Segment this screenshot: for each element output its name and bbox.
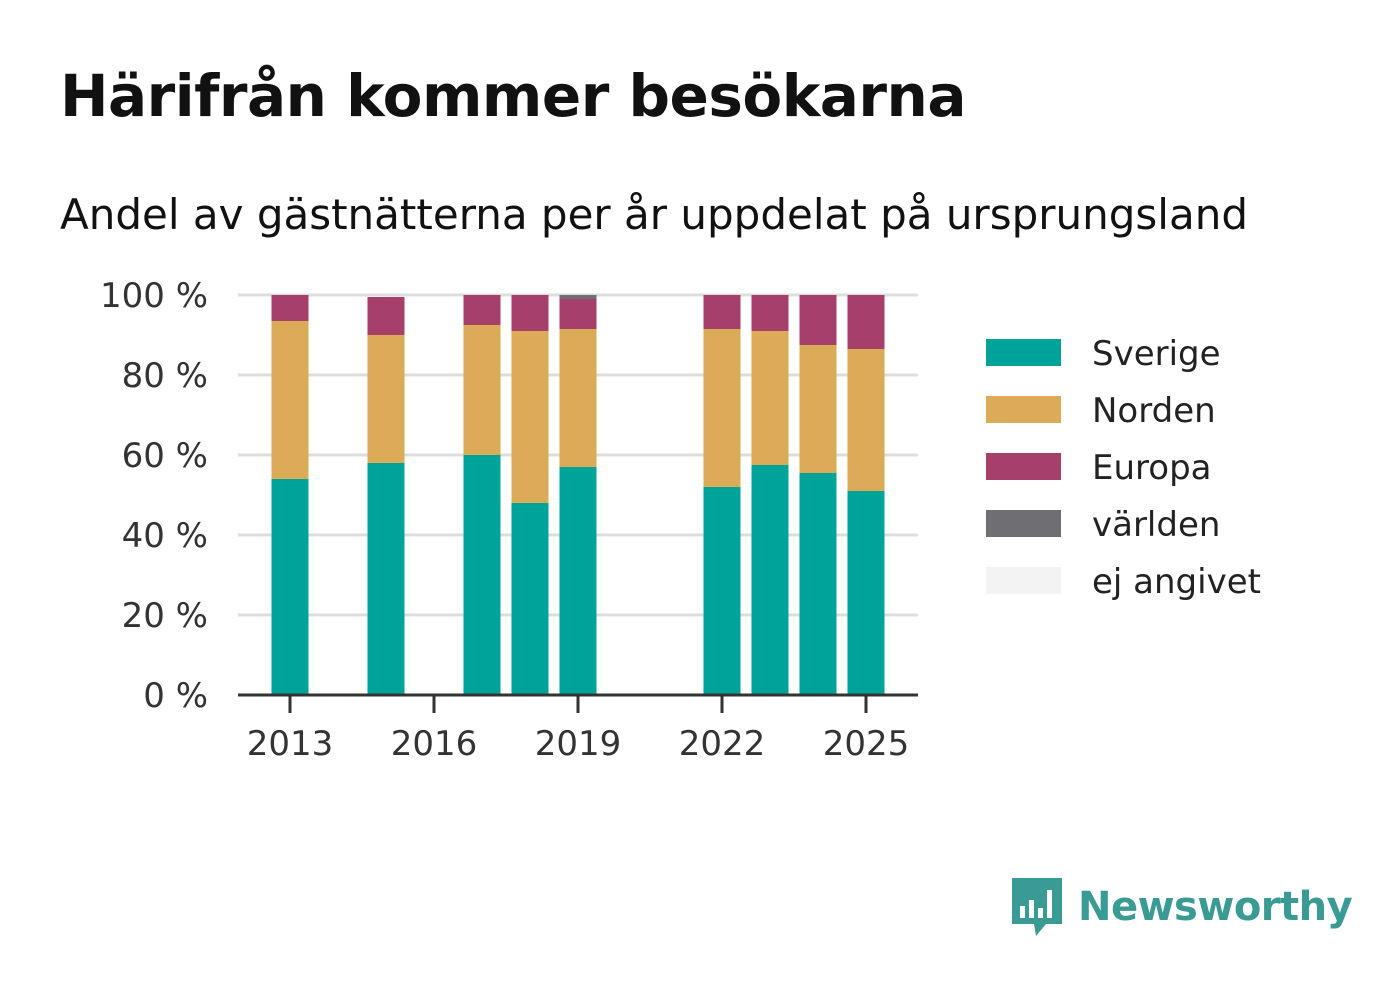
bar-segment	[271, 295, 309, 321]
chart-subtitle: Andel av gästnätterna per år uppdelat på…	[60, 190, 1248, 239]
bar-segment	[559, 299, 597, 329]
y-tick-label: 40 %	[122, 516, 208, 556]
legend-label: världen	[1092, 505, 1220, 545]
bar-segment	[511, 503, 549, 695]
legend-swatch	[986, 567, 1061, 594]
bar-segment	[847, 491, 885, 695]
bar-segment	[367, 335, 405, 463]
bar-segment	[751, 331, 789, 465]
bar-segment	[463, 455, 501, 695]
x-tick-label: 2013	[247, 724, 334, 764]
x-tick-label: 2025	[823, 724, 910, 764]
y-tick-label: 100 %	[100, 276, 208, 316]
bar-segment	[703, 329, 741, 487]
y-tick-label: 20 %	[122, 596, 208, 636]
x-tick-label: 2022	[679, 724, 766, 764]
newsworthy-logo-icon	[1012, 878, 1062, 936]
bar-segment	[799, 473, 837, 695]
bar-segment	[559, 467, 597, 695]
bar-segment	[367, 297, 405, 335]
x-tick-label: 2016	[391, 724, 478, 764]
bar-segment	[847, 349, 885, 491]
bar-segment	[271, 479, 309, 695]
legend-swatch	[986, 510, 1061, 537]
bar-segment	[751, 465, 789, 695]
bar-segment	[559, 329, 597, 467]
legend-swatch	[986, 396, 1061, 423]
y-tick-label: 60 %	[122, 436, 208, 476]
bar-segment	[799, 295, 837, 345]
legend-swatch	[986, 453, 1061, 480]
legend-swatch	[986, 339, 1061, 366]
legend: Sverige Norden Europa världen ej angivet	[986, 334, 1261, 602]
legend-label: Norden	[1092, 391, 1216, 431]
y-tick-label: 0 %	[143, 676, 208, 716]
bar-segment	[271, 321, 309, 479]
axes: 0 % 20 % 40 % 60 % 80 % 100 % 2013 2016 2019 2022…	[100, 276, 918, 764]
bar-segment	[559, 295, 597, 299]
bar-segment	[799, 345, 837, 473]
legend-label: ej angivet	[1092, 562, 1261, 602]
bar-segment	[703, 295, 741, 329]
brand-name: Newsworthy	[1078, 884, 1353, 930]
chart-title: Härifrån kommer besökarna	[60, 62, 966, 130]
bar-segment	[511, 331, 549, 503]
bar-segment	[367, 463, 405, 695]
bar-segment	[463, 295, 501, 325]
bar-segment	[847, 295, 885, 349]
bar-segment	[751, 295, 789, 331]
legend-label: Europa	[1092, 448, 1211, 488]
bar-segment	[703, 487, 741, 695]
bars	[271, 295, 885, 695]
legend-label: Sverige	[1092, 334, 1221, 374]
brand-logo: Newsworthy	[1010, 876, 1353, 938]
bar-segment	[463, 325, 501, 455]
x-tick-label: 2019	[535, 724, 622, 764]
bar-segment	[511, 295, 549, 331]
y-tick-label: 80 %	[122, 356, 208, 396]
